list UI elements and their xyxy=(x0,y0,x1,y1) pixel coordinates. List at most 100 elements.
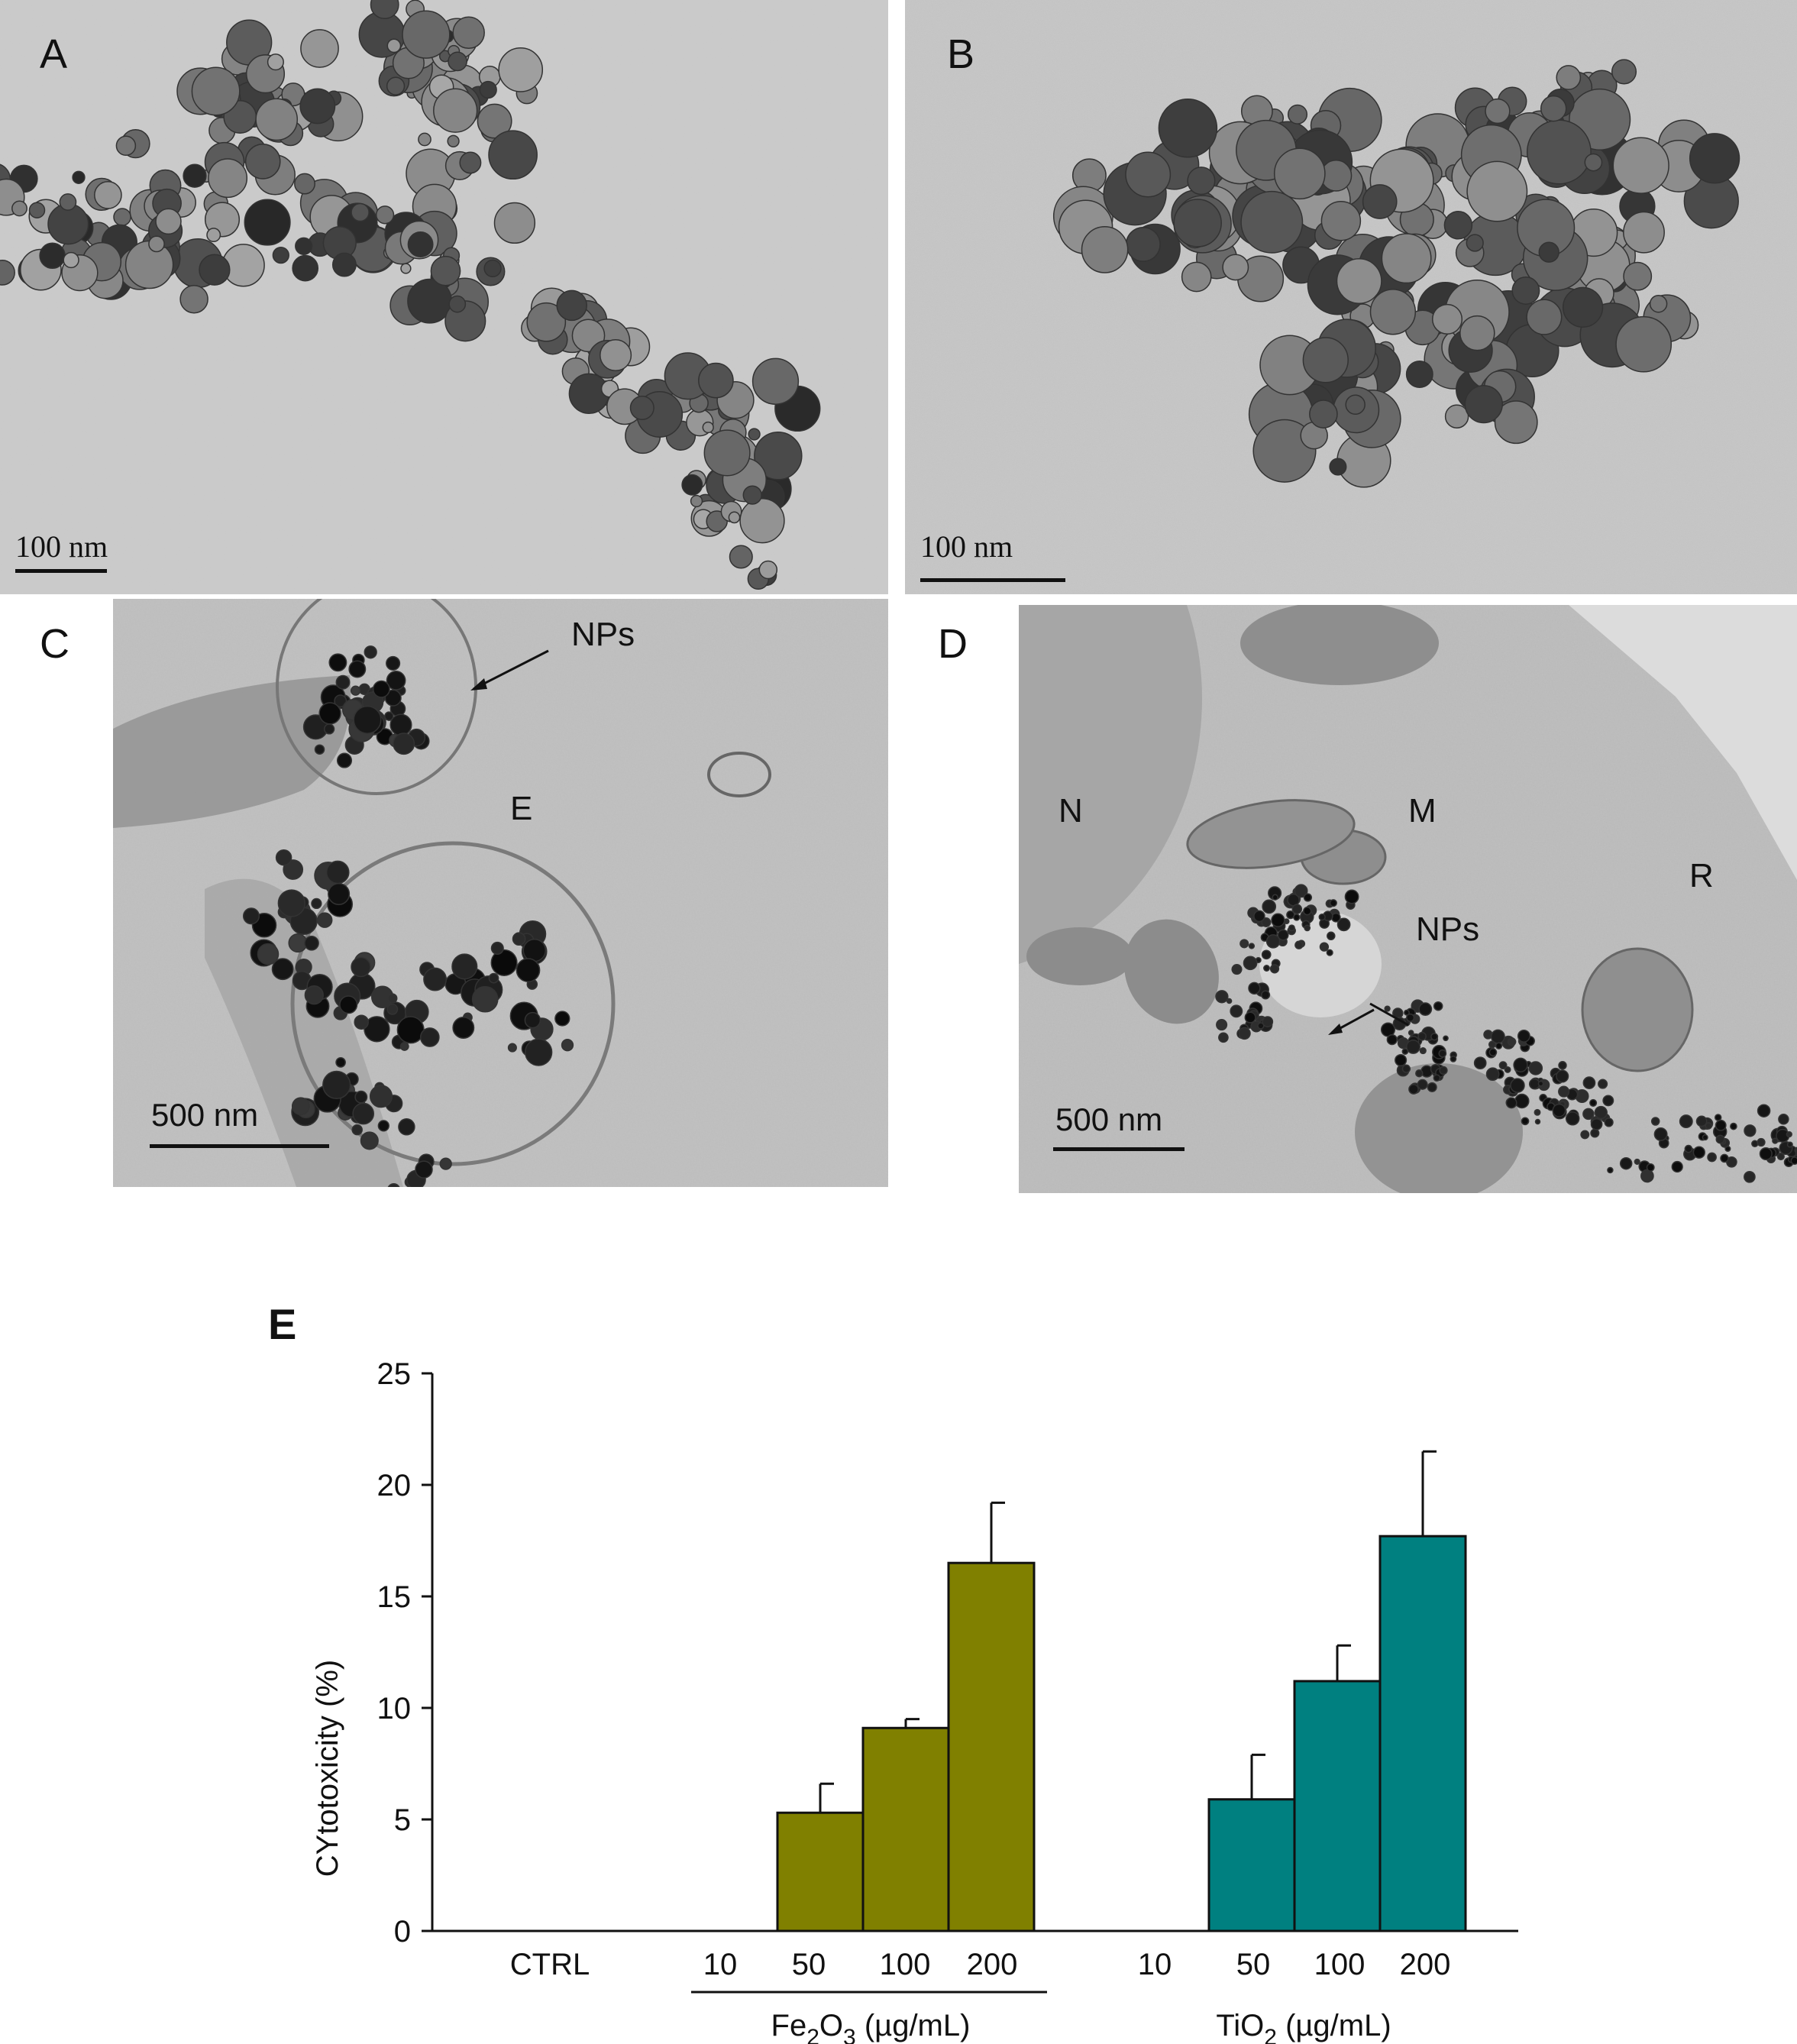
nanoparticle xyxy=(512,932,526,946)
nanoparticle xyxy=(1262,1016,1274,1027)
nanoparticle xyxy=(1582,1076,1596,1089)
nanoparticle xyxy=(59,193,77,211)
nanoparticle xyxy=(1634,1158,1640,1165)
nanoparticle xyxy=(418,132,431,147)
nanoparticle xyxy=(1510,1078,1525,1093)
nanoparticle xyxy=(1714,1114,1722,1121)
nanoparticle xyxy=(352,1102,375,1125)
nanoparticle xyxy=(1265,934,1281,949)
nanoparticle xyxy=(1485,1067,1500,1082)
annotation-nps-c: NPs xyxy=(571,616,635,653)
nanoparticle xyxy=(351,202,370,222)
nanoparticle xyxy=(451,953,478,980)
cytotoxicity-bar-chart: E CYtotoxicity (%) 0 5 10 15 20 25 CTRL 10 50 10… xyxy=(268,1300,1518,2044)
nanoparticle xyxy=(488,972,499,984)
nanoparticle xyxy=(728,511,741,524)
tem-image-c xyxy=(113,599,888,1187)
nanoparticle xyxy=(1580,1130,1590,1140)
nanoparticle xyxy=(206,228,221,243)
nanoparticle xyxy=(354,1090,368,1104)
nanoparticle xyxy=(526,302,567,342)
nanoparticle xyxy=(561,1039,574,1052)
nanoparticle xyxy=(115,135,137,157)
tem-panel-c: NPs E 500 nm xyxy=(113,599,888,1187)
nanoparticle xyxy=(1611,59,1637,85)
nanoparticle xyxy=(1552,1103,1566,1117)
nanoparticle xyxy=(1231,964,1243,975)
nanoparticle xyxy=(295,237,313,255)
nanoparticle-cluster-b xyxy=(1052,59,1740,488)
nanoparticle xyxy=(1450,1056,1457,1062)
nanoparticle xyxy=(354,1014,369,1030)
nanoparticle xyxy=(94,181,122,209)
nanoparticle xyxy=(1702,1134,1708,1141)
nanoparticle xyxy=(1283,918,1290,925)
nanoparticle xyxy=(1362,184,1398,219)
nanoparticle xyxy=(1778,1114,1789,1125)
nanoparticle xyxy=(1715,1134,1725,1144)
nanoparticle xyxy=(275,849,292,866)
nps-arrow-head-c xyxy=(470,678,487,690)
nanoparticle xyxy=(1271,913,1285,927)
tem-panel-b: B 100 nm xyxy=(905,0,1797,594)
nanoparticle xyxy=(1261,917,1272,927)
nanoparticle xyxy=(1607,1166,1614,1174)
nanoparticle xyxy=(1707,1152,1717,1163)
nanoparticle xyxy=(703,429,751,477)
nanoparticle xyxy=(1615,315,1673,373)
nanoparticle xyxy=(1439,1066,1448,1075)
mitochondrion-large xyxy=(1186,799,1356,869)
nanoparticle xyxy=(742,485,762,505)
nanoparticle xyxy=(748,428,761,441)
nanoparticle xyxy=(1218,1032,1229,1043)
nanoparticle xyxy=(272,246,289,264)
nanoparticle xyxy=(1303,907,1312,916)
panel-label-a: A xyxy=(40,31,68,77)
nanoparticle xyxy=(155,208,182,235)
nanoparticle xyxy=(516,958,541,982)
x-category-label: 50 xyxy=(1236,1948,1271,1981)
nanoparticle xyxy=(1679,1114,1693,1129)
nanoparticle xyxy=(375,205,395,225)
nanoparticle xyxy=(1498,1061,1508,1070)
nanoparticle xyxy=(1309,399,1338,429)
nanoparticle xyxy=(39,242,66,270)
nanoparticle xyxy=(1459,315,1495,351)
x-category-label: 100 xyxy=(1314,1948,1366,1981)
nanoparticle xyxy=(1619,1156,1633,1170)
nanoparticle xyxy=(353,705,382,734)
panel-label-d: D xyxy=(938,621,968,667)
nanoparticle xyxy=(348,660,367,678)
nanoparticle xyxy=(1528,1061,1543,1075)
nanoparticle xyxy=(1790,1156,1797,1165)
nanoparticle xyxy=(1517,1029,1530,1043)
nanoparticle xyxy=(1215,990,1229,1004)
nanoparticle xyxy=(398,1118,415,1136)
nanoparticle xyxy=(498,47,544,92)
bar xyxy=(1293,1680,1382,1932)
nanoparticle xyxy=(430,255,461,286)
scale-bar-c xyxy=(150,1144,329,1148)
nanoparticle xyxy=(399,1041,409,1051)
nanoparticle xyxy=(208,158,248,199)
nanoparticle xyxy=(1495,1042,1503,1049)
nanoparticle xyxy=(1757,1137,1766,1147)
nanoparticle xyxy=(479,80,497,99)
nanoparticle xyxy=(72,170,86,184)
nanoparticle xyxy=(389,713,412,736)
y-tick-label: 0 xyxy=(394,1915,411,1949)
nanoparticle xyxy=(1226,998,1233,1004)
nanoparticle xyxy=(1406,1039,1420,1054)
nanoparticle xyxy=(483,259,502,278)
nanoparticle xyxy=(28,202,46,218)
group-label-tio2: TiO2 (µg/mL) xyxy=(1216,2009,1391,2044)
nanoparticle xyxy=(1230,1004,1243,1018)
nanoparticle xyxy=(452,1017,475,1039)
extracellular-space xyxy=(1569,605,1797,880)
nps-arrow-line-d xyxy=(1369,1002,1409,1027)
vesicle-outline xyxy=(707,752,771,797)
nanoparticle xyxy=(1490,1029,1505,1044)
nanoparticle xyxy=(244,199,291,246)
nanoparticle xyxy=(758,560,778,580)
nanoparticle xyxy=(1257,1022,1265,1030)
